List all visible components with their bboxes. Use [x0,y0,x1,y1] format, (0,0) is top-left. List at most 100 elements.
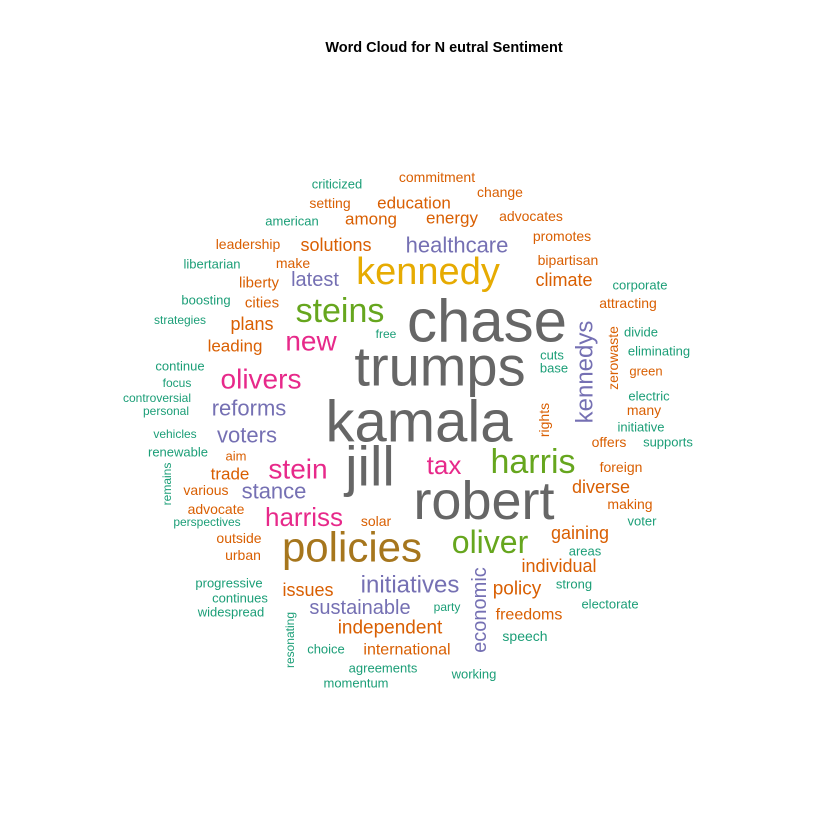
word-liberty: liberty [239,275,280,292]
word-new: new [285,326,337,357]
word-initiatives: initiatives [361,572,460,599]
word-party: party [434,600,461,614]
word-electorate: electorate [581,597,638,612]
word-individual: individual [521,556,596,576]
word-renewable: renewable [148,445,208,460]
word-various: various [183,482,228,498]
word-speech: speech [502,628,547,644]
word-strong: strong [556,577,592,592]
word-widespread: widespread [197,605,265,620]
chart-title: Word Cloud for N eutral Sentiment [325,40,563,56]
word-remains: remains [160,463,174,506]
word-setting: setting [309,195,350,211]
word-promotes: promotes [533,228,591,244]
word-gaining: gaining [551,523,609,543]
word-urban: urban [225,547,261,563]
word-boosting: boosting [181,293,230,308]
word-supports: supports [643,435,693,450]
word-outside: outside [216,530,261,546]
word-reforms: reforms [212,396,287,421]
word-advocates: advocates [499,208,563,224]
word-oliver: oliver [452,524,529,560]
word-making: making [607,496,652,512]
word-offers: offers [592,434,627,450]
word-climate: climate [535,270,592,290]
word-solar: solar [361,513,392,529]
word-trumps: trumps [354,335,525,398]
word-american: american [265,214,318,229]
word-robert: robert [413,471,554,531]
word-base: base [540,361,568,376]
word-energy: energy [426,209,478,228]
word-resonating: resonating [283,612,297,668]
word-vehicles: vehicles [153,427,196,441]
word-trade: trade [211,465,250,484]
word-solutions: solutions [300,235,371,255]
word-kennedy: kennedy [356,251,500,293]
word-voters: voters [217,423,277,448]
word-perspectives: perspectives [173,515,240,529]
word-free: free [376,327,397,341]
word-latest: latest [291,269,339,291]
word-make: make [276,255,310,271]
word-commitment: commitment [399,169,475,185]
word-green: green [629,364,662,379]
word-freedoms: freedoms [496,607,563,624]
word-kamala: kamala [326,390,514,455]
word-working: working [451,667,497,682]
word-among: among [345,210,397,229]
word-stance: stance [242,479,307,504]
word-divide: divide [624,325,658,340]
word-economic: economic [469,567,491,653]
word-voter: voter [628,514,658,529]
word-cuts: cuts [540,348,564,363]
word-olivers: olivers [221,364,302,395]
word-criticized: criticized [312,177,363,192]
word-leading: leading [208,337,263,356]
word-education: education [377,194,451,213]
word-many: many [627,402,661,418]
word-change: change [477,184,523,200]
word-momentum: momentum [323,676,388,691]
word-continue: continue [155,359,204,374]
word-initiative: initiative [618,420,665,435]
word-agreements: agreements [349,661,418,676]
word-libertarian: libertarian [183,257,240,272]
word-policies: policies [282,524,422,571]
word-leadership: leadership [216,236,281,252]
word-harriss: harriss [265,502,343,532]
word-steins: steins [296,292,385,330]
word-independent: independent [338,618,443,639]
word-electric: electric [628,389,670,404]
word-healthcare: healthcare [406,233,509,258]
word-sustainable: sustainable [309,597,410,619]
word-policy: policy [493,579,542,600]
word-foreign: foreign [600,459,643,475]
word-advocate: advocate [188,501,245,517]
word-jill: jill [343,435,395,498]
word-harris: harris [490,443,575,481]
word-zerowaste: zerowaste [605,326,621,390]
word-personal: personal [143,404,189,418]
word-focus: focus [163,376,192,390]
word-rights: rights [536,403,552,437]
word-attracting: attracting [599,295,657,311]
word-cities: cities [245,295,279,312]
word-stein: stein [268,454,327,485]
word-tax: tax [427,450,462,480]
word-kennedys: kennedys [572,321,599,424]
word-eliminating: eliminating [628,344,690,359]
word-choice: choice [307,642,345,657]
word-plans: plans [230,314,273,334]
word-strategies: strategies [154,313,206,327]
word-continues: continues [212,591,268,606]
word-international: international [363,642,450,659]
word-controversial: controversial [123,391,191,405]
word-bipartisan: bipartisan [538,252,599,268]
word-chase: chase [407,288,567,355]
word-corporate: corporate [613,278,668,293]
word-progressive: progressive [195,576,262,591]
word-issues: issues [282,580,333,600]
